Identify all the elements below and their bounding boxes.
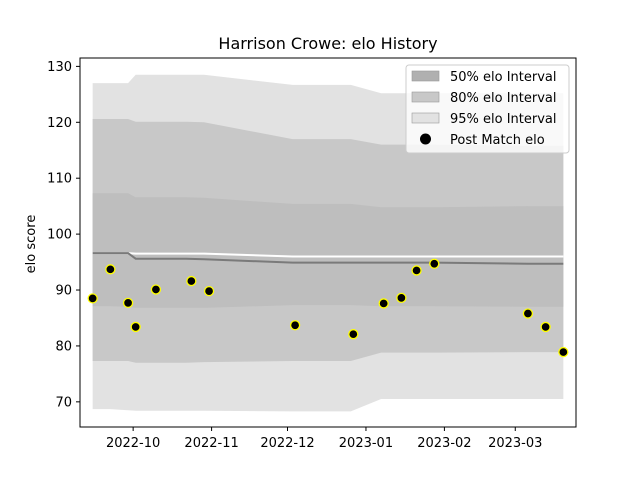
- elo-mean-upper-line: [92, 252, 564, 258]
- legend-box: [405, 64, 570, 154]
- post-match-point: [558, 346, 569, 358]
- y-tick-label: 120: [47, 116, 72, 131]
- legend-swatch: [411, 112, 440, 124]
- legend-marker: [420, 133, 431, 145]
- x-tick-label: 2023-01: [339, 436, 393, 451]
- post-match-point: [105, 264, 116, 275]
- y-tick-label: 100: [47, 228, 72, 243]
- legend-swatch: [411, 91, 440, 103]
- post-match-point: [186, 275, 197, 287]
- y-tick-label: 110: [47, 172, 72, 187]
- post-match-point: [411, 265, 422, 276]
- post-match-point: [130, 321, 141, 333]
- y-tick-label: 80: [55, 339, 72, 354]
- x-tick-label: 2022-10: [106, 436, 160, 451]
- post-match-point: [289, 320, 301, 331]
- legend-label: Post Match elo: [450, 133, 545, 148]
- post-match-point: [540, 321, 551, 333]
- post-match-point: [150, 284, 162, 295]
- band-3: [92, 193, 564, 308]
- elo-mean-line: [92, 252, 564, 265]
- y-axis-label: elo score: [24, 215, 39, 274]
- x-tick-label: 2023-02: [417, 436, 471, 451]
- y-tick-label: 90: [55, 284, 72, 299]
- plot-area: [87, 74, 569, 412]
- post-match-point: [378, 298, 389, 309]
- legend: 50% elo Interval 80% elo Interval 95% elo …: [405, 64, 570, 154]
- post-match-point: [87, 293, 98, 304]
- legend-label: 95% elo Interval: [450, 112, 557, 127]
- chart-title: Harrison Crowe: elo History: [218, 34, 437, 53]
- axes: 70 80 90 100 110 120 130 2022-10 2022-11 2022-12 2…: [47, 57, 577, 451]
- post-match-point: [348, 329, 359, 340]
- legend-label: 50% elo Interval: [450, 70, 557, 85]
- post-match-point: [396, 292, 407, 304]
- x-tick-label: 2023-03: [488, 436, 542, 451]
- y-tick-label: 70: [55, 395, 72, 410]
- y-tick-label: 130: [47, 60, 72, 75]
- post-match-point: [122, 297, 134, 309]
- legend-label: 80% elo Interval: [450, 91, 557, 106]
- post-match-point: [203, 285, 215, 297]
- x-tick-label: 2022-11: [184, 436, 238, 451]
- legend-swatch: [411, 70, 440, 82]
- axes-frame: [79, 57, 577, 428]
- post-match-point: [429, 258, 440, 269]
- x-tick-label: 2022-12: [260, 436, 314, 451]
- post-match-point: [522, 308, 534, 319]
